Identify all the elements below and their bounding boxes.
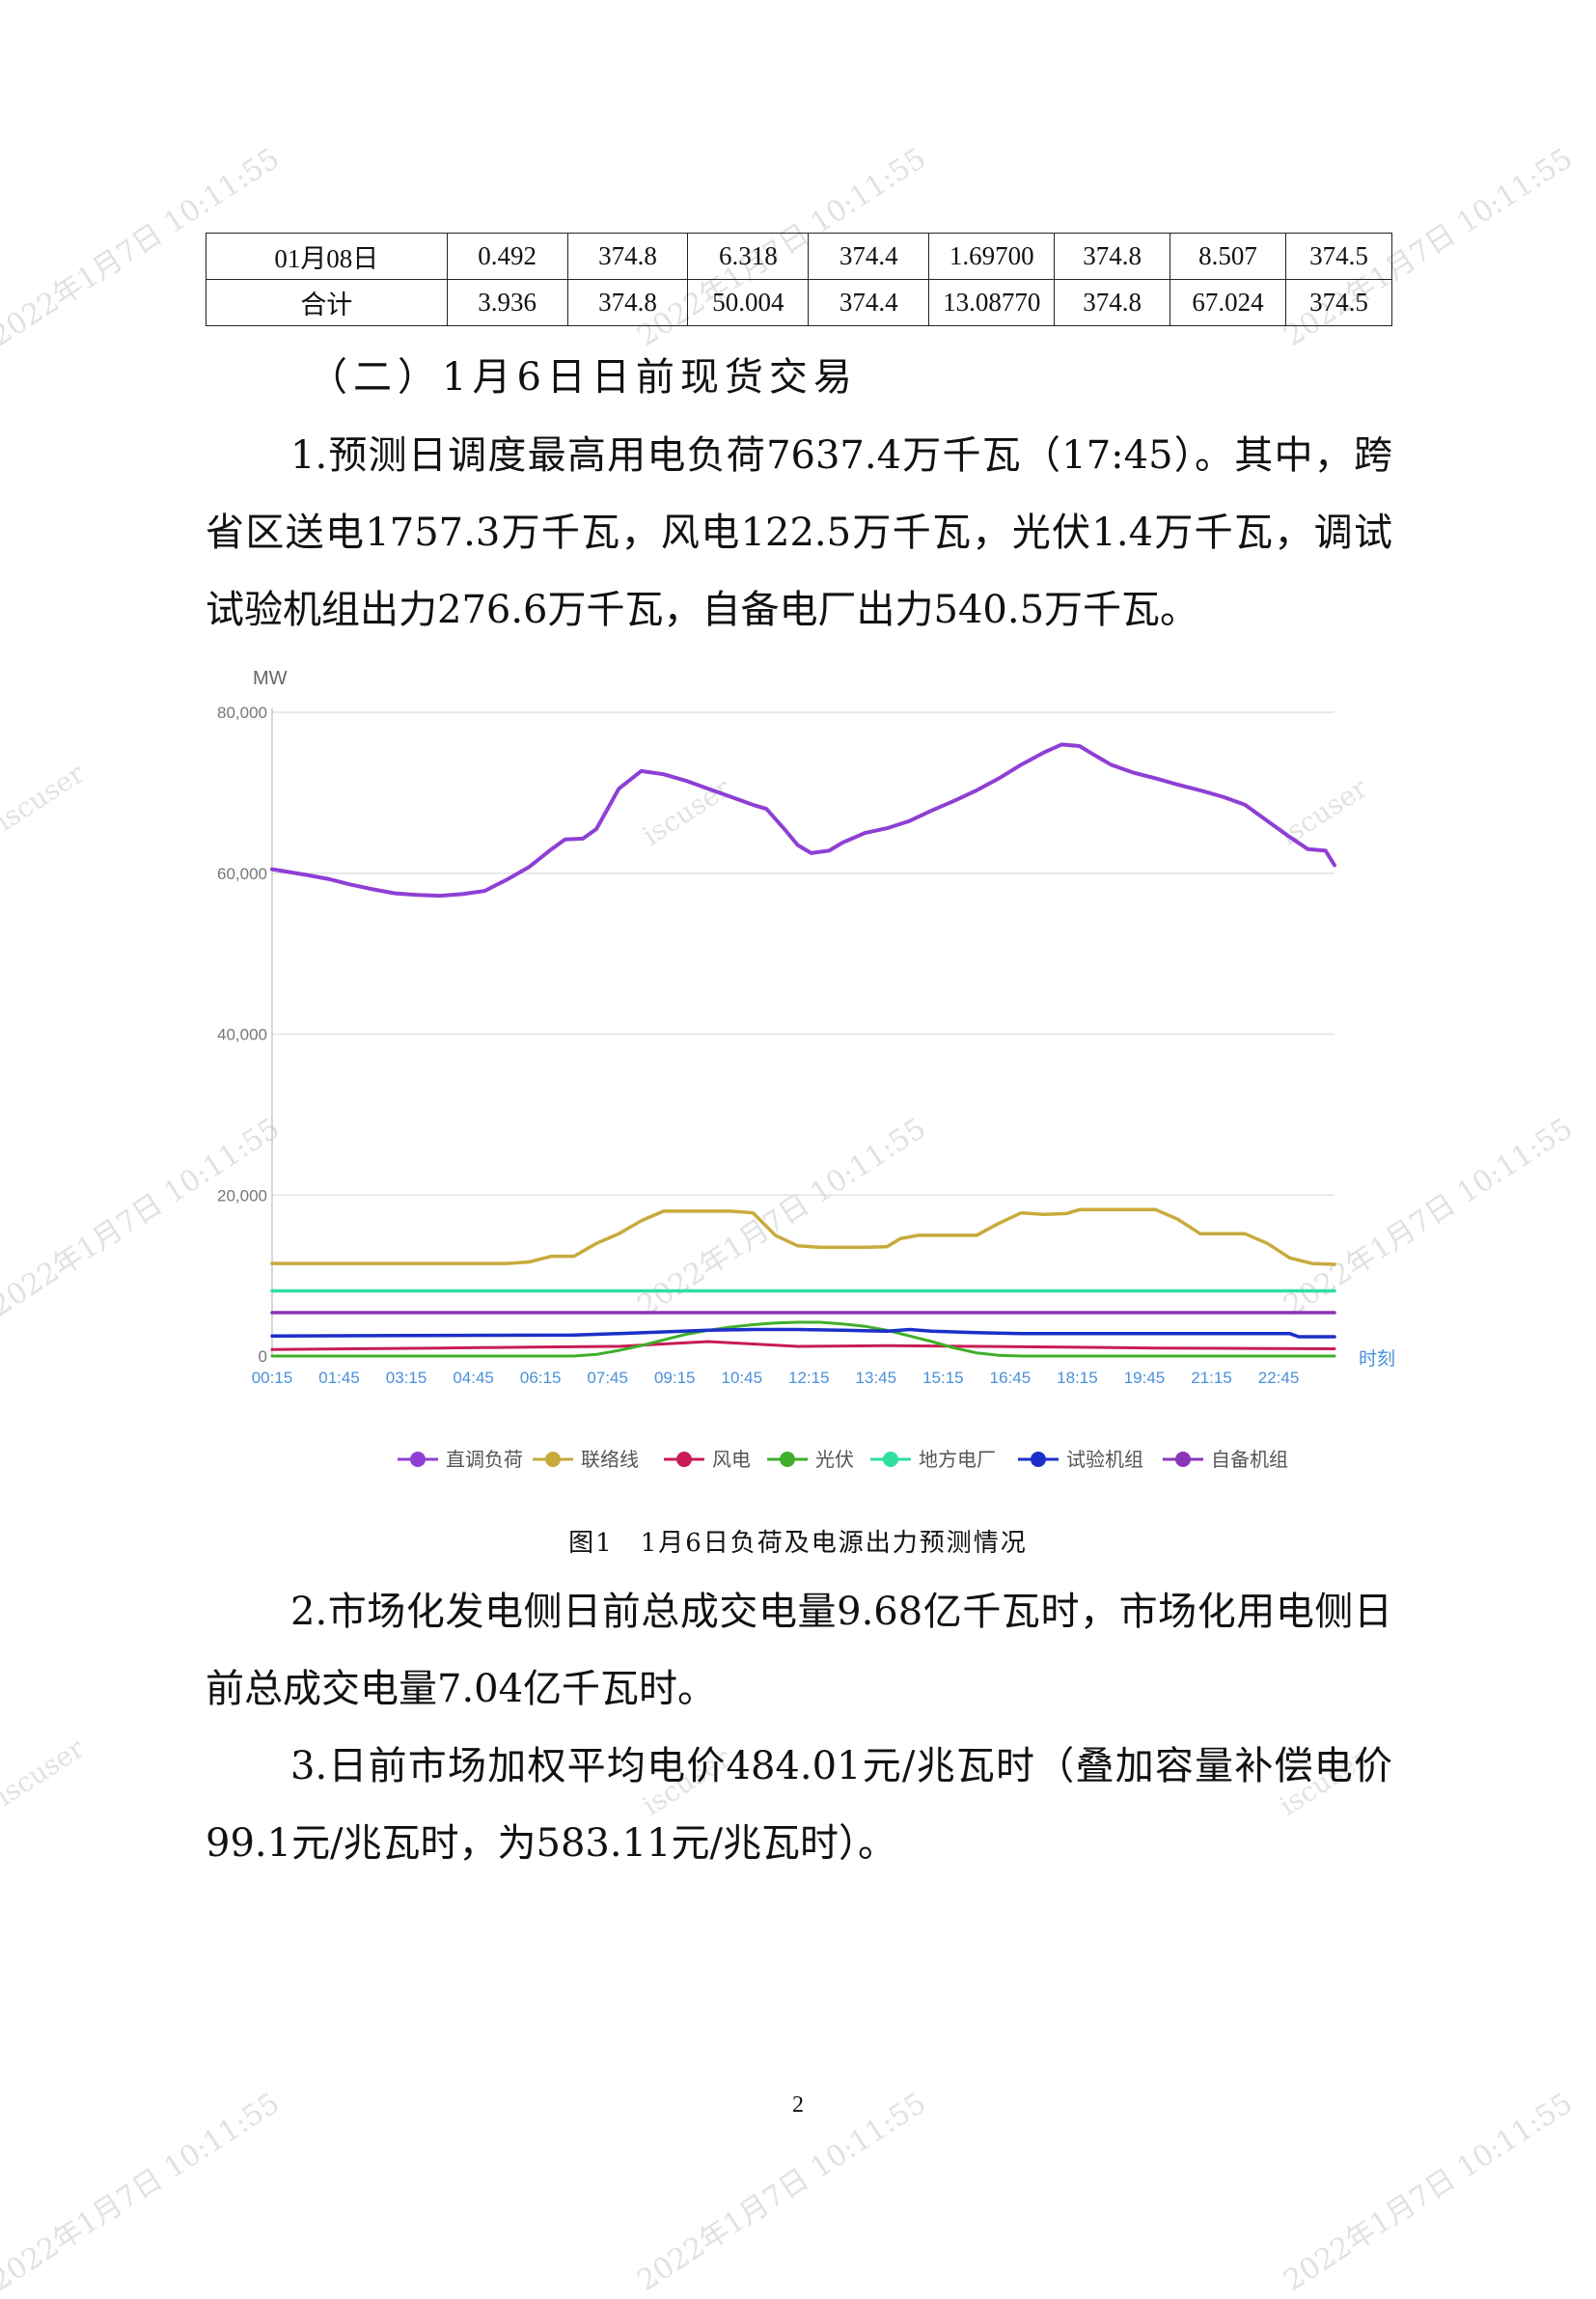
series-line xyxy=(270,1340,1336,1351)
table-cell: 50.004 xyxy=(687,279,810,326)
table-cell: 3.936 xyxy=(446,279,568,326)
x-tick-label: 07:45 xyxy=(587,1369,628,1387)
table-cell: 67.024 xyxy=(1169,279,1287,326)
table-cell: 374.5 xyxy=(1285,279,1392,326)
legend-label: 光伏 xyxy=(815,1449,854,1471)
table-cell: 1.69700 xyxy=(928,233,1056,280)
x-tick-label: 09:15 xyxy=(654,1369,696,1387)
x-tick-label: 03:15 xyxy=(386,1369,427,1387)
table-cell: 13.08770 xyxy=(928,279,1056,326)
x-tick-label: 21:15 xyxy=(1191,1369,1232,1387)
table-row: 01月08日 0.492 374.8 6.318 374.4 1.69700 3… xyxy=(206,233,1392,280)
watermark-user: iscuser xyxy=(637,771,736,852)
paragraph-text: 2.市场化发电侧日前总成交电量9.68亿千瓦时，市场化用电侧日前总成交电量7.0… xyxy=(206,1590,1392,1711)
watermark-user: iscuser xyxy=(0,1731,90,1813)
table-cell: 0.492 xyxy=(446,233,568,280)
watermark-timestamp: 2022年1月7日 10:11:55 xyxy=(631,1111,932,1324)
series-line xyxy=(270,1320,1336,1358)
series-line xyxy=(270,1327,1336,1339)
y-tick-label: 40,000 xyxy=(217,1026,267,1044)
x-tick-label: 18:15 xyxy=(1057,1369,1098,1387)
y-tick-label: 80,000 xyxy=(217,704,267,722)
trading-summary-table: 01月08日 0.492 374.8 6.318 374.4 1.69700 3… xyxy=(206,233,1392,326)
table-cell: 合计 xyxy=(206,279,448,326)
table-cell: 6.318 xyxy=(687,233,810,280)
table-cell: 374.5 xyxy=(1285,233,1392,280)
table-cell: 374.8 xyxy=(1054,233,1171,280)
watermark-user: iscuser xyxy=(0,757,90,838)
paragraph-average-price: 3.日前市场加权平均电价484.01元/兆瓦时（叠加容量补偿电价99.1元/兆瓦… xyxy=(206,1728,1392,1882)
x-tick-label: 15:15 xyxy=(922,1369,964,1387)
paragraph-text: 3.日前市场加权平均电价484.01元/兆瓦时（叠加容量补偿电价99.1元/兆瓦… xyxy=(206,1744,1392,1866)
table-cell: 374.8 xyxy=(566,233,689,280)
figure-caption: 图1 1月6日负荷及电源出力预测情况 xyxy=(568,1529,1028,1558)
table-cell: 01月08日 xyxy=(206,233,448,280)
legend-swatch-marker xyxy=(1031,1452,1046,1467)
x-tick-label: 00:15 xyxy=(252,1369,293,1387)
legend-label: 地方电厂 xyxy=(919,1449,996,1471)
watermark-timestamp: 2022年1月7日 10:11:55 xyxy=(0,1111,286,1324)
x-tick-label: 22:45 xyxy=(1258,1369,1300,1387)
y-tick-label: 0 xyxy=(259,1347,267,1366)
x-tick-label: 19:45 xyxy=(1124,1369,1166,1387)
x-tick-label: 12:15 xyxy=(788,1369,830,1387)
section-heading: （二）1月6日日前现货交易 xyxy=(309,355,858,400)
page-number: 2 xyxy=(792,2092,804,2118)
watermark-user: iscuser xyxy=(1274,771,1373,852)
legend-swatch-marker xyxy=(410,1452,426,1467)
legend-label: 联络线 xyxy=(581,1449,639,1471)
y-tick-label: 60,000 xyxy=(217,865,267,883)
x-tick-label: 04:45 xyxy=(453,1369,494,1387)
series-line xyxy=(270,1207,1336,1266)
x-tick-label: 16:45 xyxy=(990,1369,1032,1387)
legend-swatch-marker xyxy=(545,1452,561,1467)
legend-label: 试验机组 xyxy=(1066,1449,1143,1471)
series-line xyxy=(270,742,1336,899)
table-cell: 374.8 xyxy=(566,279,689,326)
legend-swatch-marker xyxy=(676,1452,692,1467)
table-cell: 374.8 xyxy=(1054,279,1171,326)
legend-label: 自备机组 xyxy=(1211,1449,1288,1471)
legend-swatch-marker xyxy=(1175,1452,1191,1467)
table-row: 合计 3.936 374.8 50.004 374.4 13.08770 374… xyxy=(206,279,1392,326)
paragraph-trading-volume: 2.市场化发电侧日前总成交电量9.68亿千瓦时，市场化用电侧日前总成交电量7.0… xyxy=(206,1573,1392,1728)
y-axis-label: MW xyxy=(253,668,288,689)
paragraph-text: 1.预测日调度最高用电负荷7637.4万千瓦（17:45）。其中，跨省区送电17… xyxy=(206,433,1392,632)
legend-swatch-marker xyxy=(883,1452,898,1467)
legend-label: 风电 xyxy=(712,1449,751,1471)
table-cell: 374.4 xyxy=(808,233,930,280)
x-tick-label: 06:15 xyxy=(520,1369,562,1387)
x-axis-label: 时刻 xyxy=(1359,1348,1395,1370)
legend-label: 直调负荷 xyxy=(446,1449,523,1471)
table-cell: 8.507 xyxy=(1169,233,1287,280)
table-cell: 374.4 xyxy=(808,279,930,326)
watermark-timestamp: 2022年1月7日 10:11:55 xyxy=(1278,1111,1579,1324)
paragraph-load-forecast: 1.预测日调度最高用电负荷7637.4万千瓦（17:45）。其中，跨省区送电17… xyxy=(206,417,1392,649)
x-tick-label: 10:45 xyxy=(721,1369,762,1387)
x-tick-label: 01:45 xyxy=(318,1369,360,1387)
x-tick-label: 13:45 xyxy=(856,1369,897,1387)
legend-swatch-marker xyxy=(780,1452,795,1467)
y-tick-label: 20,000 xyxy=(217,1186,267,1205)
